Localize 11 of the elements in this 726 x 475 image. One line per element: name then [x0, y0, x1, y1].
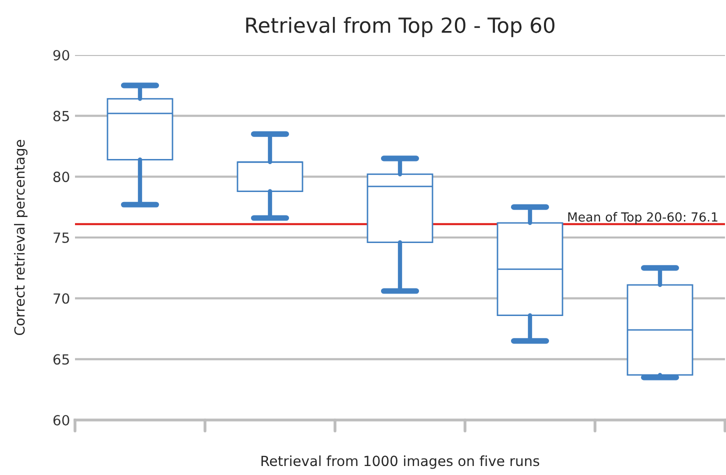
ref-line-label: Mean of Top 20-60: 76.1: [568, 212, 718, 224]
y-tick-label: 90: [53, 50, 70, 60]
y-tick-label: 75: [54, 232, 69, 243]
y-tick-label: 65: [53, 354, 69, 365]
chart-title: Retrieval from Top 20 - Top 60: [246, 16, 554, 38]
x-axis-title: Retrieval from 1000 images on five runs: [262, 455, 540, 469]
y-axis-title: Correct retrieval percentage: [14, 140, 28, 336]
y-tick-label: 60: [53, 414, 70, 426]
y-tick-label: 80: [53, 172, 70, 182]
y-tick-label: 85: [53, 110, 69, 122]
y-tick-label: 70: [54, 293, 70, 304]
